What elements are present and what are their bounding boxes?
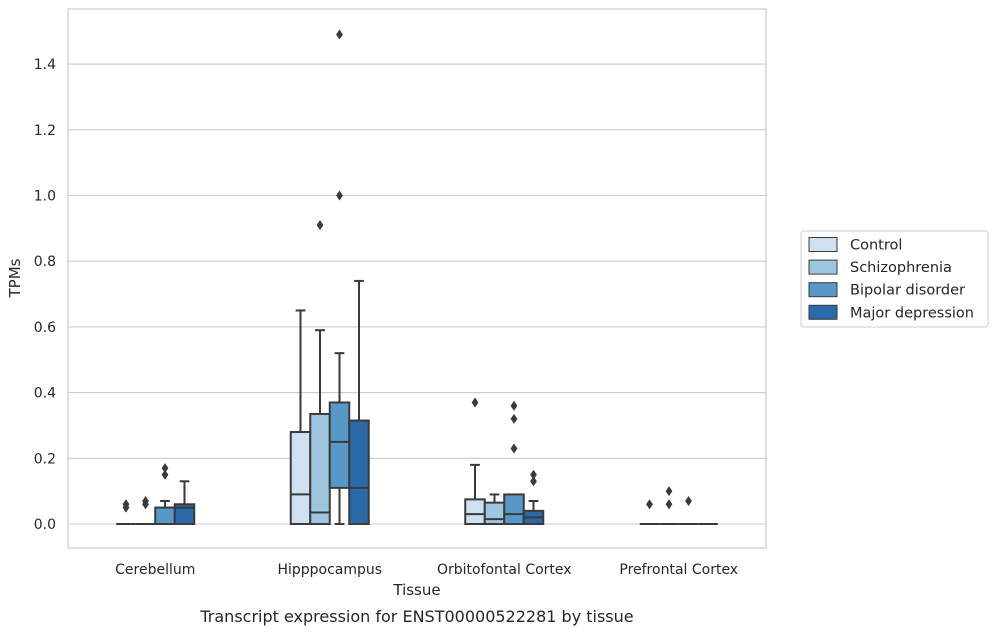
y-tick-label: 0.0: [34, 517, 56, 533]
plot-background: [68, 9, 766, 548]
legend-frame: [800, 230, 989, 328]
box: [173, 480, 196, 526]
outlier-point: [122, 499, 130, 510]
y-axis-label: TPMs: [6, 258, 24, 298]
box: [659, 486, 679, 525]
series-bipolar-disorder: [154, 29, 699, 526]
outlier-point: [161, 469, 169, 480]
outlier-point: [471, 397, 479, 408]
legend-label: Control: [850, 238, 902, 254]
box: [678, 496, 699, 525]
outlier-point: [685, 496, 692, 507]
y-tick-label: 0.6: [34, 320, 56, 336]
box: [154, 463, 176, 526]
x-tick-label: Cerebellum: [115, 562, 195, 578]
x-tick-label: Prefrontal Cortex: [619, 562, 738, 578]
outlier-point: [665, 486, 673, 497]
y-tick-label: 0.8: [34, 254, 56, 270]
x-tick-label: Orbitofontal Cortex: [437, 562, 572, 578]
box: [309, 220, 331, 526]
legend-swatch: [808, 282, 838, 298]
outlier-point: [336, 29, 343, 40]
box: [289, 309, 312, 525]
outlier-point: [530, 476, 537, 487]
series-major-depression: [173, 279, 718, 526]
y-tick-label: 0.4: [34, 386, 56, 402]
y-tick-labels: 0.0 0.2 0.4 0.6 0.8 1.0 1.2 1.4: [34, 57, 56, 533]
box: [135, 496, 156, 525]
series-control: [116, 309, 660, 525]
box: [328, 29, 351, 525]
outlier-point: [646, 499, 653, 510]
box-body: [289, 431, 312, 525]
legend-label: Schizophrenia: [850, 260, 952, 276]
legend-swatch: [808, 259, 838, 275]
legend-label: Bipolar disorder: [850, 283, 965, 299]
y-tick-label: 1.2: [34, 123, 56, 139]
box-body: [328, 401, 351, 489]
box: [116, 499, 136, 525]
box-body: [309, 412, 331, 526]
legend: Control Schizophrenia Bipolar disorder Majo…: [800, 230, 989, 328]
outlier-point: [530, 469, 537, 480]
box: [503, 400, 525, 525]
outlier-point: [510, 413, 518, 424]
x-axis-label: Tissue: [392, 581, 440, 599]
outlier-point: [510, 400, 518, 411]
grid-lines: [68, 63, 766, 525]
box: [639, 499, 660, 525]
plot-frame: [67, 8, 767, 549]
box-body: [464, 498, 486, 525]
y-tick-label: 1.4: [34, 57, 56, 73]
outlier-point: [665, 499, 673, 510]
box-body: [348, 419, 370, 525]
x-tick-labels: Cerebellum Hipppocampus Orbitofontal Corte…: [115, 562, 738, 578]
y-tick-label: 1.0: [34, 189, 56, 205]
outlier-point: [510, 443, 518, 454]
box-body: [503, 493, 525, 525]
outlier-point: [336, 190, 343, 201]
box-series: [116, 29, 718, 526]
legend-label: Major depression: [850, 305, 974, 321]
outlier-point: [142, 496, 149, 507]
outlier-point: [161, 463, 169, 474]
box: [348, 279, 370, 525]
x-tick-label: Hipppocampus: [277, 562, 382, 578]
box-body: [154, 506, 176, 526]
box-body: [173, 503, 196, 526]
outlier-point: [316, 220, 324, 231]
y-tick-label: 0.2: [34, 451, 56, 467]
box-body: [483, 501, 506, 525]
legend-swatch: [808, 304, 838, 320]
box: [522, 469, 545, 525]
legend-swatch: [808, 237, 838, 252]
chart-caption: Transcript expression for ENST0000052228…: [199, 607, 633, 626]
